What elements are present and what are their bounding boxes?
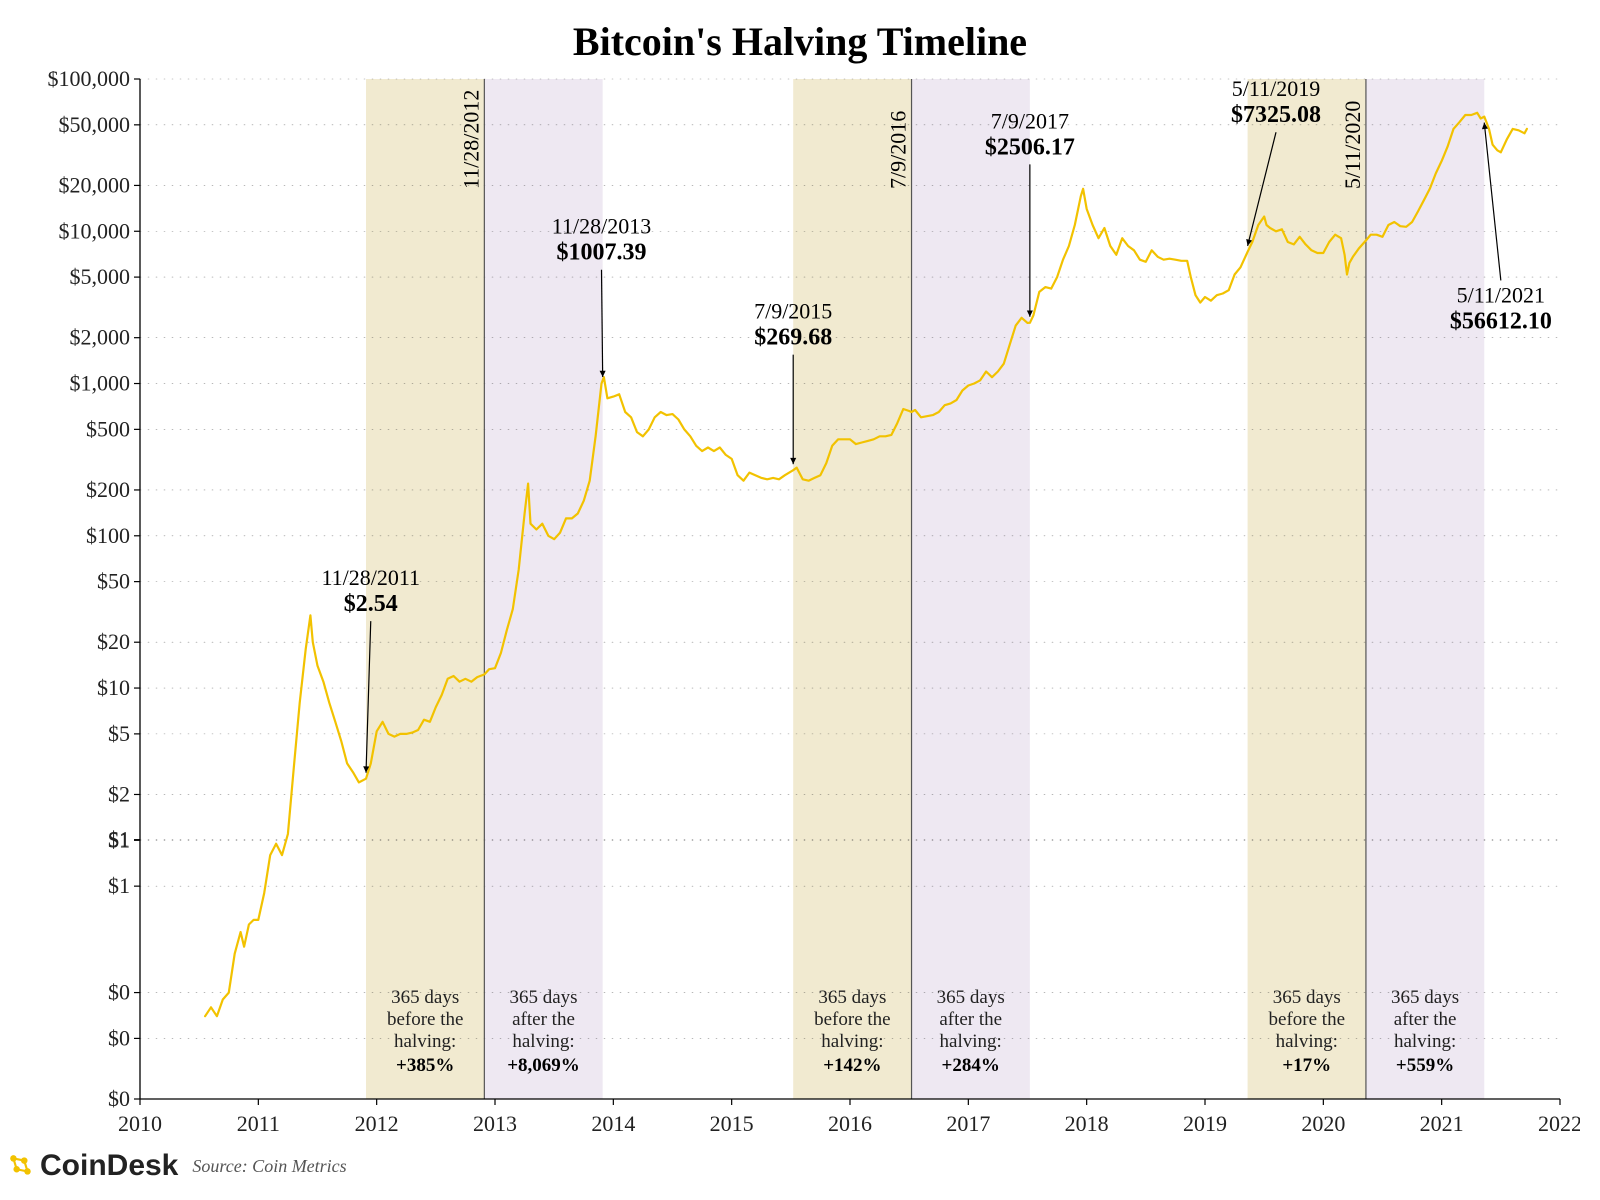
band-label: halving: [940,1031,1002,1052]
callout-price: $56612.10 [1450,308,1552,334]
callout-date: 7/9/2017 [991,108,1069,133]
y-tick-label: $2 [108,781,130,806]
y-tick-label: $500 [86,416,130,441]
band [793,79,911,1099]
y-tick-label: $1 [108,827,130,852]
halving-date-label: 7/9/2016 [886,111,911,189]
band-pct: +17% [1282,1055,1331,1076]
y-tick-label: $100 [86,523,130,548]
brand-icon [8,1153,34,1179]
band-pct: +284% [942,1055,1000,1076]
band-label: after the [512,1009,575,1030]
footer: CoinDesk Source: Coin Metrics [0,1141,1600,1183]
band-label: halving: [1394,1031,1456,1052]
y-tick-label: $5,000 [70,264,131,289]
band-pct: +142% [823,1055,881,1076]
band-pct: +8,069% [507,1055,580,1076]
x-tick-label: 2013 [473,1111,517,1136]
x-tick-label: 2019 [1183,1111,1227,1136]
callout-price: $2506.17 [985,134,1075,160]
x-tick-label: 2012 [355,1111,399,1136]
band [912,79,1030,1099]
band-label: 365 days [1273,987,1341,1008]
brand: CoinDesk [8,1149,178,1183]
y-tick-label: $20 [97,629,130,654]
y-tick-label: $1 [108,873,130,898]
chart-title: Bitcoin's Halving Timeline [0,0,1600,71]
x-tick-label: 2014 [591,1111,635,1136]
y-tick-label: $2,000 [70,325,131,350]
x-tick-label: 2020 [1301,1111,1345,1136]
callout-price: $7325.08 [1231,102,1321,128]
band-label: 365 days [1391,987,1459,1008]
y-tick-label: $20,000 [59,172,131,197]
band-pct: +559% [1396,1055,1454,1076]
callout-price: $269.68 [754,325,832,351]
callout-date: 7/9/2015 [754,299,832,324]
line-chart: 11/28/20127/9/20165/11/2020$0$0$0$1$1$1$… [20,71,1580,1141]
brand-label: CoinDesk [40,1149,178,1183]
callout-date: 5/11/2021 [1457,282,1545,307]
x-tick-label: 2015 [710,1111,754,1136]
callout-date: 11/28/2013 [552,214,651,239]
y-tick-label: $10 [97,675,130,700]
y-tick-label: $5 [108,721,130,746]
chart-container: 11/28/20127/9/20165/11/2020$0$0$0$1$1$1$… [20,71,1580,1141]
band-label: 365 days [391,987,459,1008]
callout-price: $1007.39 [557,240,647,266]
callout-date: 5/11/2019 [1232,76,1320,101]
band-label: 365 days [818,987,886,1008]
callout-date: 11/28/2011 [321,565,420,590]
y-tick-label: $0 [108,1086,130,1111]
y-tick-label: $100,000 [48,71,131,91]
band [1248,79,1366,1099]
y-tick-label: $50,000 [59,112,131,137]
x-tick-label: 2018 [1065,1111,1109,1136]
band-label: halving: [1276,1031,1338,1052]
callout-price: $2.54 [344,591,398,617]
y-tick-label: $0 [108,1025,130,1050]
y-tick-label: $10,000 [59,218,131,243]
band-label: before the [814,1009,890,1030]
band-pct: +385% [396,1055,454,1076]
x-tick-label: 2022 [1538,1111,1580,1136]
x-tick-label: 2017 [946,1111,990,1136]
band-label: before the [387,1009,463,1030]
band-label: halving: [512,1031,574,1052]
source-label: Source: Coin Metrics [192,1156,346,1177]
y-tick-label: $1,000 [70,371,131,396]
y-tick-label: $50 [97,569,130,594]
band-label: halving: [821,1031,883,1052]
y-tick-label: $0 [108,980,130,1005]
band-label: halving: [394,1031,456,1052]
band-label: 365 days [937,987,1005,1008]
y-tick-label: $200 [86,477,130,502]
halving-date-label: 5/11/2020 [1340,101,1365,189]
x-tick-label: 2016 [828,1111,872,1136]
x-tick-label: 2010 [118,1111,162,1136]
halving-date-label: 11/28/2012 [458,90,483,189]
band-label: after the [939,1009,1002,1030]
x-tick-label: 2021 [1420,1111,1464,1136]
x-tick-label: 2011 [237,1111,280,1136]
band-label: before the [1269,1009,1345,1030]
band-label: after the [1394,1009,1457,1030]
band-label: 365 days [509,987,577,1008]
